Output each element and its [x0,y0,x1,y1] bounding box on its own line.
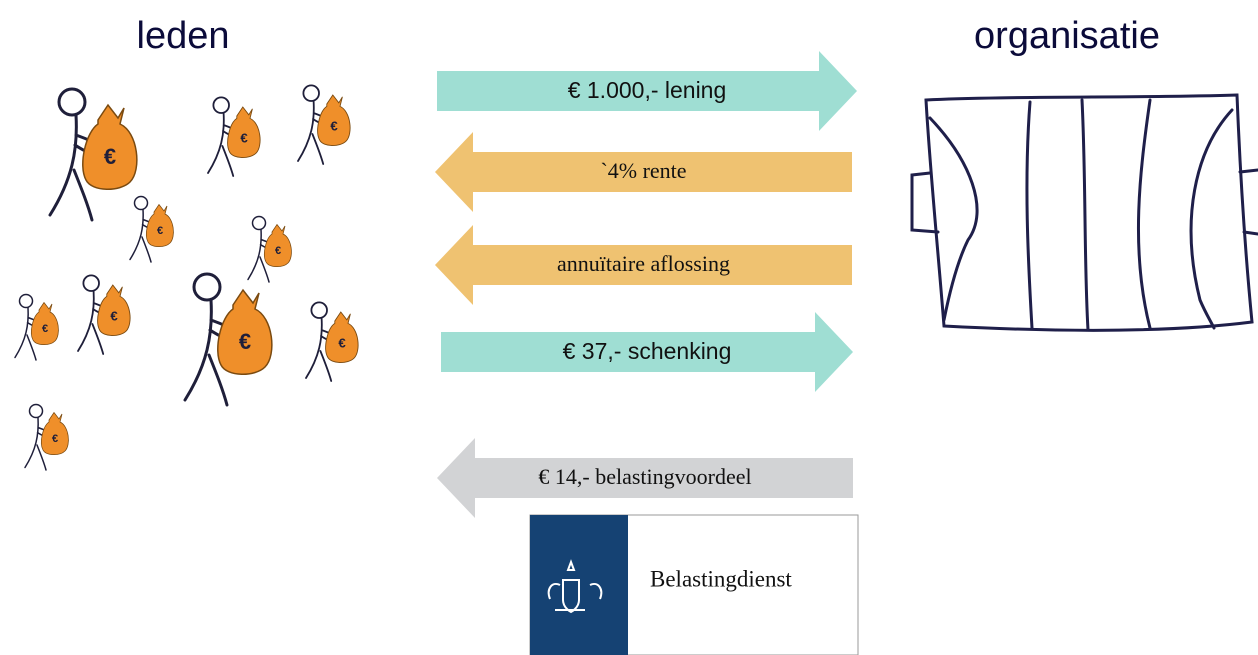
flow-label: € 37,- schenking [563,338,732,364]
member-figure [208,97,260,176]
organisation-illustration [912,95,1258,330]
member-figure [15,295,58,361]
left-title: leden [137,15,230,57]
flow-label: `4% rente [600,158,686,183]
member-figure [130,197,173,263]
member-figure [78,275,130,354]
flow-label: annuïtaire aflossing [557,251,730,276]
logo-text: Belastingdienst [650,566,792,591]
member-figure [185,274,272,405]
member-figure [306,302,358,381]
member-figure [50,89,137,220]
members-illustration [15,85,358,470]
member-figure [248,217,291,283]
flow-label: € 14,- belastingvoordeel [538,464,751,489]
member-figure [298,85,350,164]
right-title: organisatie [974,15,1160,57]
flow-label: € 1.000,- lening [568,77,727,103]
diagram: € leden organisatie € 1.000,- lening`4% … [0,0,1258,655]
logo: Belastingdienst [530,515,858,655]
member-figure [25,405,68,471]
